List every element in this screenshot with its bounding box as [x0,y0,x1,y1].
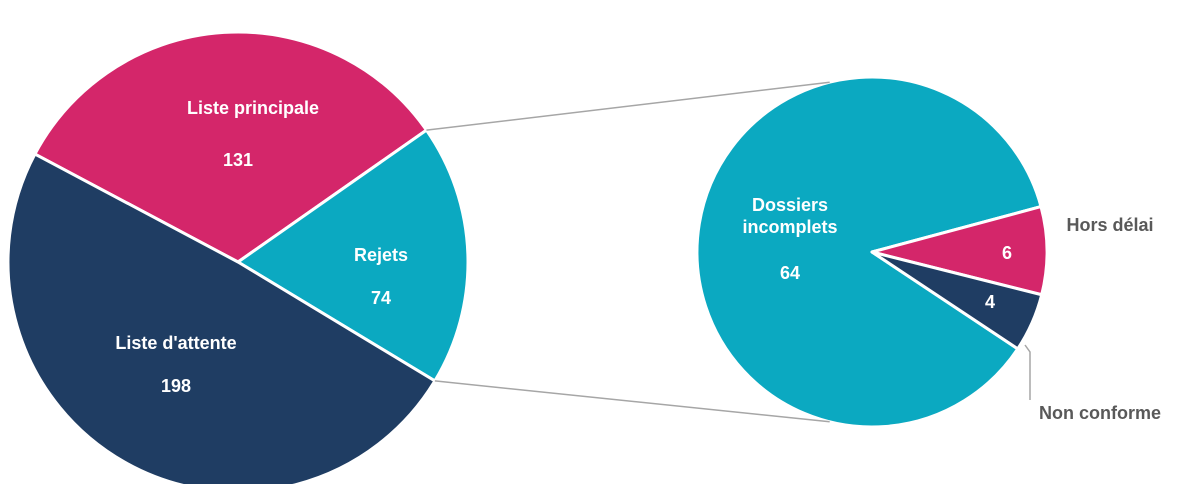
slice-value: 4 [984,292,996,312]
slice-value: 198 [160,376,192,396]
leader-line [1024,344,1031,400]
pie-slice [870,205,1049,297]
slice-value: 6 [1001,243,1013,263]
pie-slice [236,128,470,383]
pie-slice [6,152,437,484]
pie-slice [695,75,1043,429]
slice-value: 64 [779,263,801,283]
slice-value: 131 [222,150,254,170]
slice-name: Non conforme [1038,403,1162,423]
slice-name: Liste d'attente [115,333,237,353]
slice-name: Hors délai [1066,215,1154,235]
slice-name: Liste principale [186,98,320,118]
connector-line [426,81,830,131]
connector-line [434,380,830,423]
slice-name: Dossiers incomplets [742,195,838,237]
slice-name: Rejets [353,245,409,265]
pie-slice [870,250,1044,351]
slice-value: 74 [370,288,392,308]
